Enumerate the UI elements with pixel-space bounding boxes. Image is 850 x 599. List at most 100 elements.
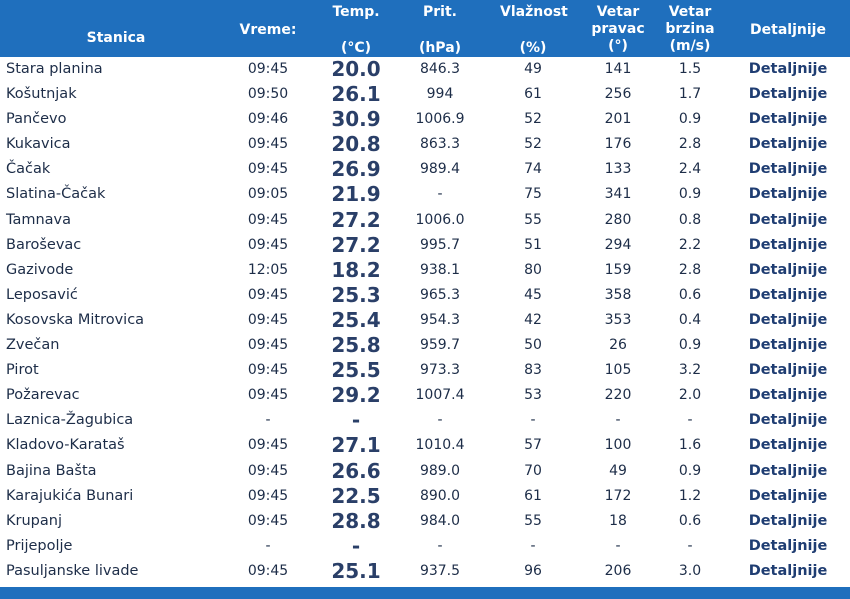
wind-direction-cell: 280 xyxy=(604,211,632,228)
table-row: Kladovo-Karataš 09:45 27.1 1010.4 57 100 1.6 De… xyxy=(0,433,850,458)
details-link[interactable]: Detaljnije xyxy=(748,562,828,579)
pressure-cell: 938.1 xyxy=(419,261,461,278)
humidity-cell: 49 xyxy=(524,61,542,77)
time-cell: 09:45 xyxy=(247,286,289,303)
header-vreme: Vreme: xyxy=(238,0,298,57)
table-row: Tamnava 09:45 27.2 1006.0 55 280 0.8 Detaljnije xyxy=(0,208,850,233)
wind-speed-cell: - xyxy=(687,412,693,429)
header-vlaznost-unit: (%) xyxy=(519,40,547,56)
station-name: Stara planina xyxy=(6,61,103,77)
temperature-cell: 26.6 xyxy=(331,458,381,483)
header-vlaznost: Vlažnost (%) xyxy=(500,0,568,57)
station-name: Tamnava xyxy=(6,211,72,228)
details-link[interactable]: Detaljnije xyxy=(748,537,828,554)
header-temp: Temp. (°C) xyxy=(323,0,389,57)
wind-speed-cell: 0.4 xyxy=(678,311,702,328)
station-name: Požarevac xyxy=(6,387,80,404)
details-link[interactable]: Detaljnije xyxy=(748,462,828,479)
header-vetar-pravac: Vetar pravac (°) xyxy=(585,0,651,57)
details-link[interactable]: Detaljnije xyxy=(748,387,828,404)
details-link[interactable]: Detaljnije xyxy=(748,136,828,153)
wind-speed-cell: 0.9 xyxy=(678,462,702,479)
station-name: Gazivode xyxy=(6,261,74,278)
time-cell: 09:46 xyxy=(247,111,289,128)
table-row: Bajina Bašta 09:45 26.6 989.0 70 49 0.9 Detaljn… xyxy=(0,459,850,484)
wind-direction-cell: 256 xyxy=(604,86,632,103)
table-row: Prijepolje - - - - - - Detaljnije xyxy=(0,534,850,559)
details-link[interactable]: Detaljnije xyxy=(748,412,828,429)
wind-speed-cell: 0.9 xyxy=(678,337,702,354)
header-vreme-label: Vreme: xyxy=(239,22,297,38)
table-row: Leposavić 09:45 25.3 965.3 45 358 0.6 Detaljnij… xyxy=(0,283,850,308)
details-link[interactable]: Detaljnije xyxy=(748,512,828,529)
time-cell: 09:45 xyxy=(247,211,289,228)
details-link[interactable]: Detaljnije xyxy=(748,186,828,203)
wind-speed-cell: 1.2 xyxy=(678,487,702,504)
details-link[interactable]: Detaljnije xyxy=(748,311,828,328)
table-row: Krupanj 09:45 28.8 984.0 55 18 0.6 Detaljnije xyxy=(0,509,850,534)
table-row: Stara planina 09:45 20.0 846.3 49 141 1.5 Detal… xyxy=(0,57,850,82)
humidity-cell: 42 xyxy=(524,311,542,328)
humidity-cell: - xyxy=(530,412,536,429)
wind-speed-cell: 0.6 xyxy=(678,512,702,529)
humidity-cell: 53 xyxy=(524,387,542,404)
pressure-cell: 1006.0 xyxy=(415,211,465,228)
wind-direction-cell: 206 xyxy=(604,562,632,579)
table-row: Zvečan 09:45 25.8 959.7 50 26 0.9 Detaljnije xyxy=(0,333,850,358)
header-prit-line1: Prit. xyxy=(423,4,457,20)
details-link[interactable]: Detaljnije xyxy=(748,362,828,379)
details-link[interactable]: Detaljnije xyxy=(748,86,828,103)
details-link[interactable]: Detaljnije xyxy=(748,211,828,228)
temperature-cell: 18.2 xyxy=(331,257,381,282)
humidity-cell: 45 xyxy=(524,286,542,303)
station-name: Karajukića Bunari xyxy=(6,487,134,504)
pressure-cell: 954.3 xyxy=(419,311,461,328)
header-prit: Prit. (hPa) xyxy=(404,0,476,57)
details-link[interactable]: Detaljnije xyxy=(748,286,828,303)
details-link[interactable]: Detaljnije xyxy=(748,111,828,128)
table-body: Stara planina 09:45 20.0 846.3 49 141 1.5 Detal… xyxy=(0,57,850,584)
wind-direction-cell: 353 xyxy=(604,311,632,328)
details-link[interactable]: Detaljnije xyxy=(748,487,828,504)
wind-direction-cell: 172 xyxy=(604,487,632,504)
wind-direction-cell: 201 xyxy=(604,111,632,128)
station-name: Kosovska Mitrovica xyxy=(6,311,145,328)
humidity-cell: 52 xyxy=(524,136,542,153)
time-cell: 09:45 xyxy=(247,512,289,529)
wind-direction-cell: 159 xyxy=(604,261,632,278)
temperature-cell: 28.8 xyxy=(331,508,381,533)
wind-speed-cell: 1.5 xyxy=(678,61,702,77)
details-link[interactable]: Detaljnije xyxy=(748,437,828,454)
time-cell: 09:45 xyxy=(247,136,289,153)
header-vetar-pravac-line1: Vetar xyxy=(596,4,640,20)
humidity-cell: 70 xyxy=(524,462,542,479)
humidity-cell: 55 xyxy=(524,211,542,228)
details-link[interactable]: Detaljnije xyxy=(748,261,828,278)
time-cell: 09:45 xyxy=(247,362,289,379)
details-link[interactable]: Detaljnije xyxy=(748,337,828,354)
header-vetar-brzina-line1: Vetar xyxy=(668,4,712,20)
temperature-cell: 21.9 xyxy=(331,182,381,207)
wind-speed-cell: 0.9 xyxy=(678,111,702,128)
table-header: Stanica Vreme: Temp. (°C) Prit. (hPa) Vl… xyxy=(0,0,850,57)
temperature-cell: 25.3 xyxy=(331,282,381,307)
humidity-cell: 52 xyxy=(524,111,542,128)
pressure-cell: 989.0 xyxy=(419,462,461,479)
wind-speed-cell: 2.0 xyxy=(678,387,702,404)
temperature-cell: - xyxy=(351,533,361,558)
station-name: Laznica-Žagubica xyxy=(6,412,134,429)
pressure-cell: 965.3 xyxy=(419,286,461,303)
details-link[interactable]: Detaljnije xyxy=(748,236,828,253)
humidity-cell: 74 xyxy=(524,161,542,178)
time-cell: 09:05 xyxy=(247,186,289,203)
temperature-cell: 27.2 xyxy=(331,232,381,257)
details-link[interactable]: Detaljnije xyxy=(748,161,828,178)
details-link[interactable]: Detaljnije xyxy=(748,61,828,77)
pressure-cell: 984.0 xyxy=(419,512,461,529)
temperature-cell: 25.5 xyxy=(331,358,381,383)
station-name: Bajina Bašta xyxy=(6,462,97,479)
time-cell: 09:45 xyxy=(247,462,289,479)
wind-direction-cell: 341 xyxy=(604,186,632,203)
station-name: Kukavica xyxy=(6,136,71,153)
station-name: Čačak xyxy=(6,161,51,178)
